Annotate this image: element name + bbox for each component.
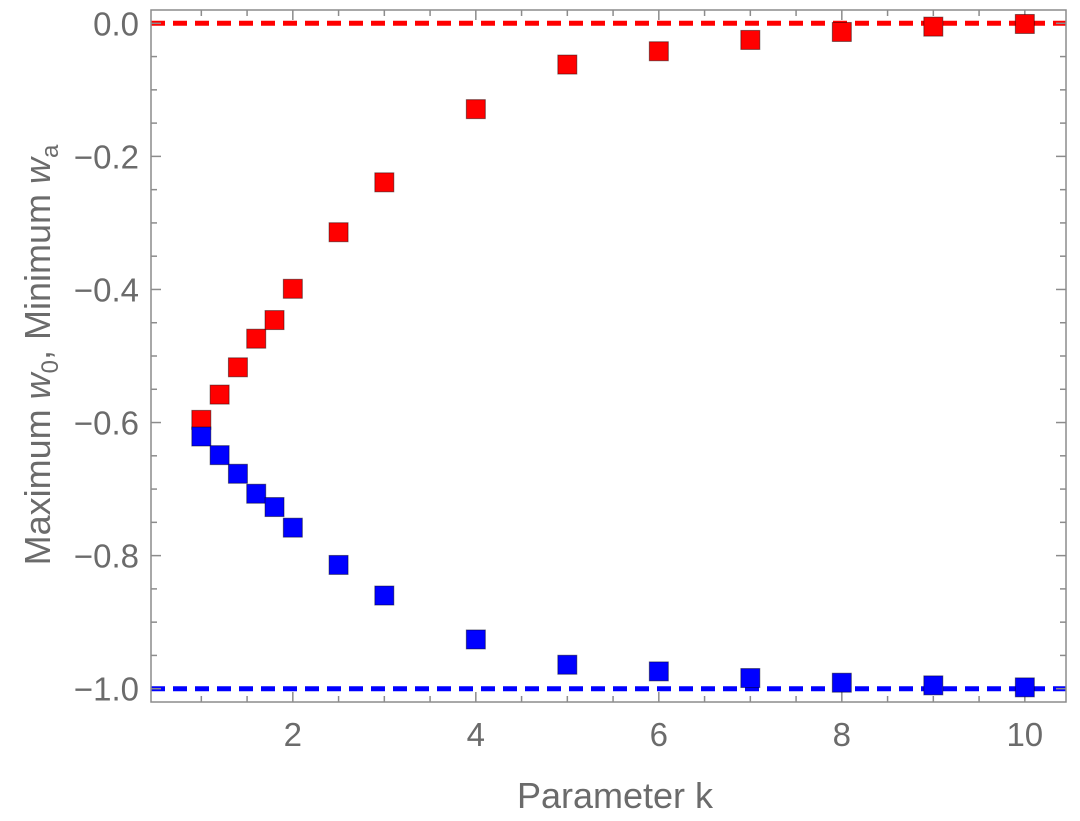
data-point-series-0 [740,29,761,50]
y-tick-label: 0.0 [93,5,139,42]
x-tick-label: 4 [467,716,485,753]
x-tick-label: 6 [650,716,668,753]
tick-labels: 2 4 6 8 10 0.0 −0.2 −0.4 −0.6 −0.8 −1.0 [74,5,1043,753]
x-axis-title: Parameter k [517,775,714,816]
data-point-series-1 [227,463,248,484]
data-point-series-1 [740,668,761,689]
y-axis-title-w0-subscript: 0 [37,360,64,373]
plot-frame [150,9,1067,703]
x-tick-label: 10 [1006,716,1043,753]
data-point-series-0 [465,99,486,120]
data-point-series-0 [1014,13,1035,34]
data-point-series-0 [227,357,248,378]
y-tick-label: −0.6 [74,405,139,442]
data-point-series-0 [328,222,349,243]
data-point-series-0 [282,278,303,299]
data-point-series-1 [923,675,944,696]
data-point-series-0 [831,21,852,42]
data-point-series-1 [648,661,669,682]
y-tick-label: −0.8 [74,538,139,575]
data-point-series-0 [923,16,944,37]
data-point-series-0 [209,384,230,405]
y-tick-label: −0.4 [74,271,139,308]
y-tick-label: −1.0 [74,671,139,708]
x-tick-label: 2 [284,716,302,753]
data-point-series-1 [282,517,303,538]
y-axis-title-wa-subscript: a [37,144,64,158]
y-axis-title-w0: w [17,371,58,399]
data-point-series-0 [246,328,267,349]
y-tick-label: −0.2 [74,138,139,175]
y-axis-title: Maximum w0, Minimum wa [17,144,64,565]
data-point-series-1 [465,629,486,650]
data-point-series-1 [328,554,349,575]
reference-lines [151,20,1066,692]
data-point-series-0 [557,54,578,75]
data-point-series-1 [1014,677,1035,698]
data-point-series-0 [264,310,285,331]
data-point-series-0 [374,172,395,193]
data-point-series-1 [374,585,395,606]
axis-ticks [151,10,1066,702]
data-point-series-0 [648,41,669,62]
data-points [191,13,1035,698]
y-axis-title-mid: , Minimum [17,184,58,360]
data-point-series-1 [264,497,285,518]
data-point-series-1 [831,672,852,693]
x-tick-label: 8 [833,716,851,753]
data-point-series-1 [246,483,267,504]
data-point-series-1 [557,654,578,675]
y-axis-title-wa: w [17,156,58,184]
data-point-series-1 [191,426,212,447]
y-axis-title-prefix: Maximum [17,399,58,565]
data-point-series-1 [209,445,230,466]
